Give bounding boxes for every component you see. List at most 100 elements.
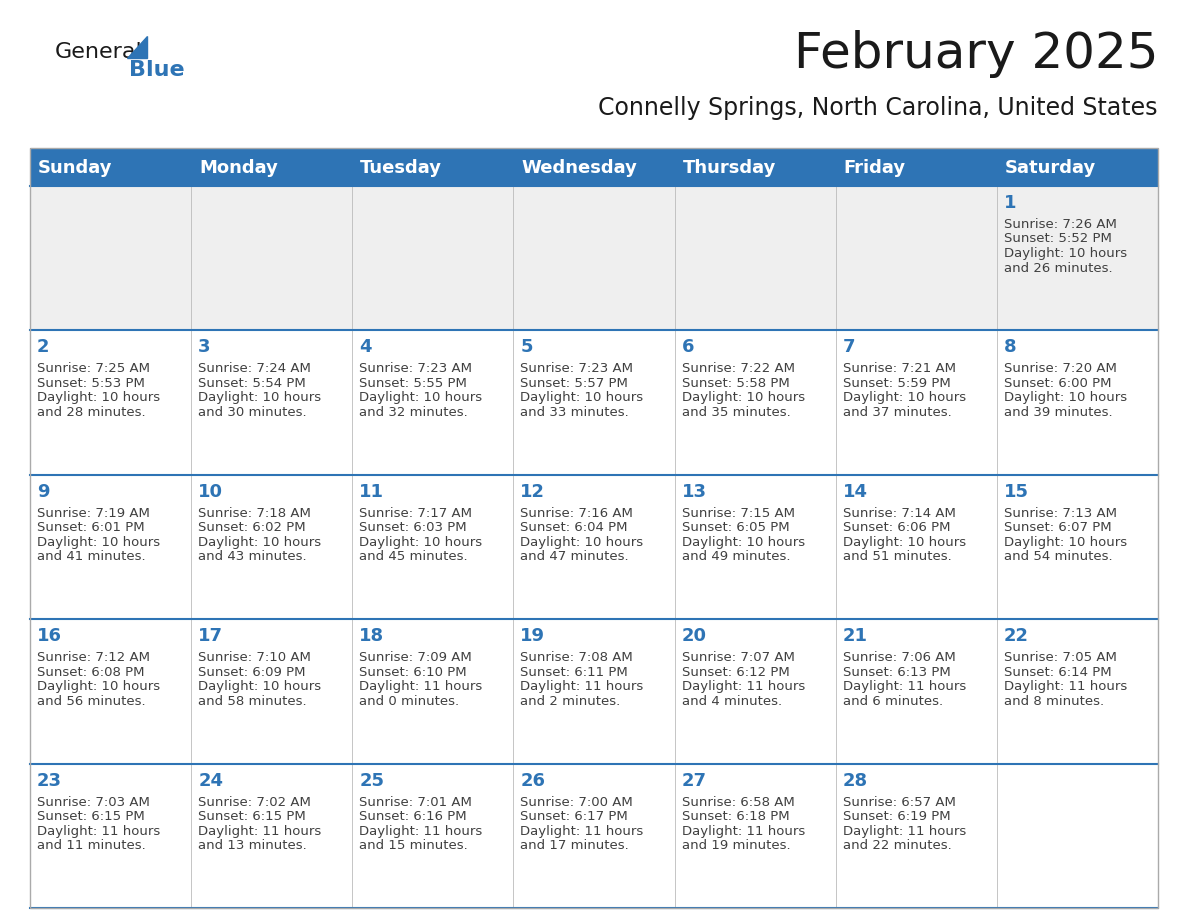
Text: Daylight: 11 hours: Daylight: 11 hours [198,824,322,837]
Text: Thursday: Thursday [683,159,776,177]
Text: 2: 2 [37,339,50,356]
Text: 5: 5 [520,339,533,356]
Text: Sunset: 5:57 PM: Sunset: 5:57 PM [520,377,628,390]
Text: Sunrise: 7:14 AM: Sunrise: 7:14 AM [842,507,955,520]
Text: and 39 minutes.: and 39 minutes. [1004,406,1112,419]
Text: Sunrise: 6:58 AM: Sunrise: 6:58 AM [682,796,795,809]
Text: and 51 minutes.: and 51 minutes. [842,550,952,564]
Text: Sunset: 6:15 PM: Sunset: 6:15 PM [198,810,305,823]
Text: Sunset: 5:54 PM: Sunset: 5:54 PM [198,377,305,390]
Text: Sunrise: 7:07 AM: Sunrise: 7:07 AM [682,651,795,665]
Text: Daylight: 10 hours: Daylight: 10 hours [37,391,160,405]
Text: Sunset: 6:05 PM: Sunset: 6:05 PM [682,521,789,534]
Text: Daylight: 11 hours: Daylight: 11 hours [520,680,644,693]
Text: 7: 7 [842,339,855,356]
Text: 23: 23 [37,772,62,789]
Text: and 13 minutes.: and 13 minutes. [198,839,307,852]
Text: and 6 minutes.: and 6 minutes. [842,695,943,708]
Text: Daylight: 10 hours: Daylight: 10 hours [520,391,644,405]
Text: 1: 1 [1004,194,1017,212]
Text: Daylight: 11 hours: Daylight: 11 hours [359,680,482,693]
Text: Sunrise: 7:19 AM: Sunrise: 7:19 AM [37,507,150,520]
Text: and 19 minutes.: and 19 minutes. [682,839,790,852]
Text: Daylight: 10 hours: Daylight: 10 hours [198,536,321,549]
Text: Sunrise: 7:23 AM: Sunrise: 7:23 AM [520,363,633,375]
Text: 9: 9 [37,483,50,501]
Text: Sunrise: 7:18 AM: Sunrise: 7:18 AM [198,507,311,520]
Text: General: General [55,42,143,62]
Text: and 33 minutes.: and 33 minutes. [520,406,630,419]
Text: and 58 minutes.: and 58 minutes. [198,695,307,708]
Text: Saturday: Saturday [1005,159,1097,177]
Text: Sunrise: 7:22 AM: Sunrise: 7:22 AM [682,363,795,375]
Text: Daylight: 11 hours: Daylight: 11 hours [682,824,804,837]
Text: Sunset: 6:14 PM: Sunset: 6:14 PM [1004,666,1112,678]
Text: Sunrise: 7:13 AM: Sunrise: 7:13 AM [1004,507,1117,520]
Text: Sunset: 5:58 PM: Sunset: 5:58 PM [682,377,789,390]
Text: 13: 13 [682,483,707,501]
Text: Sunrise: 7:09 AM: Sunrise: 7:09 AM [359,651,472,665]
Text: Sunset: 5:52 PM: Sunset: 5:52 PM [1004,232,1112,245]
Text: and 45 minutes.: and 45 minutes. [359,550,468,564]
Text: 11: 11 [359,483,384,501]
Text: Daylight: 11 hours: Daylight: 11 hours [520,824,644,837]
Text: 3: 3 [198,339,210,356]
Text: Sunrise: 7:25 AM: Sunrise: 7:25 AM [37,363,150,375]
Text: 16: 16 [37,627,62,645]
Text: Connelly Springs, North Carolina, United States: Connelly Springs, North Carolina, United… [599,96,1158,120]
Text: Daylight: 10 hours: Daylight: 10 hours [359,391,482,405]
Text: Daylight: 11 hours: Daylight: 11 hours [37,824,160,837]
Text: 6: 6 [682,339,694,356]
Text: Sunset: 6:12 PM: Sunset: 6:12 PM [682,666,789,678]
Text: Sunday: Sunday [38,159,113,177]
Text: Daylight: 10 hours: Daylight: 10 hours [682,391,804,405]
Text: Sunset: 6:19 PM: Sunset: 6:19 PM [842,810,950,823]
Text: Sunset: 6:15 PM: Sunset: 6:15 PM [37,810,145,823]
Text: and 4 minutes.: and 4 minutes. [682,695,782,708]
Text: Sunrise: 7:17 AM: Sunrise: 7:17 AM [359,507,473,520]
Text: Sunset: 6:08 PM: Sunset: 6:08 PM [37,666,145,678]
Text: Daylight: 10 hours: Daylight: 10 hours [198,391,321,405]
Text: 4: 4 [359,339,372,356]
Text: Sunset: 5:59 PM: Sunset: 5:59 PM [842,377,950,390]
Text: and 0 minutes.: and 0 minutes. [359,695,460,708]
Text: Sunset: 6:16 PM: Sunset: 6:16 PM [359,810,467,823]
Text: 14: 14 [842,483,867,501]
Text: Sunrise: 7:10 AM: Sunrise: 7:10 AM [198,651,311,665]
Text: Sunrise: 7:21 AM: Sunrise: 7:21 AM [842,363,955,375]
Text: Tuesday: Tuesday [360,159,442,177]
Text: 24: 24 [198,772,223,789]
Text: Sunrise: 7:02 AM: Sunrise: 7:02 AM [198,796,311,809]
Text: Sunrise: 7:20 AM: Sunrise: 7:20 AM [1004,363,1117,375]
Text: Daylight: 10 hours: Daylight: 10 hours [1004,391,1127,405]
Text: 27: 27 [682,772,707,789]
Text: Daylight: 10 hours: Daylight: 10 hours [520,536,644,549]
Text: Friday: Friday [843,159,905,177]
Text: and 37 minutes.: and 37 minutes. [842,406,952,419]
Text: Sunset: 6:01 PM: Sunset: 6:01 PM [37,521,145,534]
Text: and 8 minutes.: and 8 minutes. [1004,695,1104,708]
Text: Sunset: 6:18 PM: Sunset: 6:18 PM [682,810,789,823]
Bar [30,620,1158,764]
Text: and 17 minutes.: and 17 minutes. [520,839,630,852]
Text: and 30 minutes.: and 30 minutes. [198,406,307,419]
Text: Daylight: 11 hours: Daylight: 11 hours [682,680,804,693]
Text: Daylight: 11 hours: Daylight: 11 hours [842,824,966,837]
Polygon shape [127,36,147,58]
Text: Daylight: 11 hours: Daylight: 11 hours [359,824,482,837]
Text: Sunset: 6:00 PM: Sunset: 6:00 PM [1004,377,1111,390]
Text: Sunrise: 7:23 AM: Sunrise: 7:23 AM [359,363,473,375]
Bar [30,330,1158,475]
Text: Sunset: 6:10 PM: Sunset: 6:10 PM [359,666,467,678]
Text: and 35 minutes.: and 35 minutes. [682,406,790,419]
Text: Daylight: 10 hours: Daylight: 10 hours [1004,247,1127,260]
Text: 25: 25 [359,772,384,789]
Bar [30,475,1158,620]
Text: Sunrise: 7:16 AM: Sunrise: 7:16 AM [520,507,633,520]
Text: Sunset: 6:03 PM: Sunset: 6:03 PM [359,521,467,534]
Text: Sunrise: 7:01 AM: Sunrise: 7:01 AM [359,796,472,809]
Bar [30,148,1158,908]
Text: and 26 minutes.: and 26 minutes. [1004,262,1112,274]
Text: Sunrise: 6:57 AM: Sunrise: 6:57 AM [842,796,955,809]
Text: February 2025: February 2025 [794,30,1158,78]
